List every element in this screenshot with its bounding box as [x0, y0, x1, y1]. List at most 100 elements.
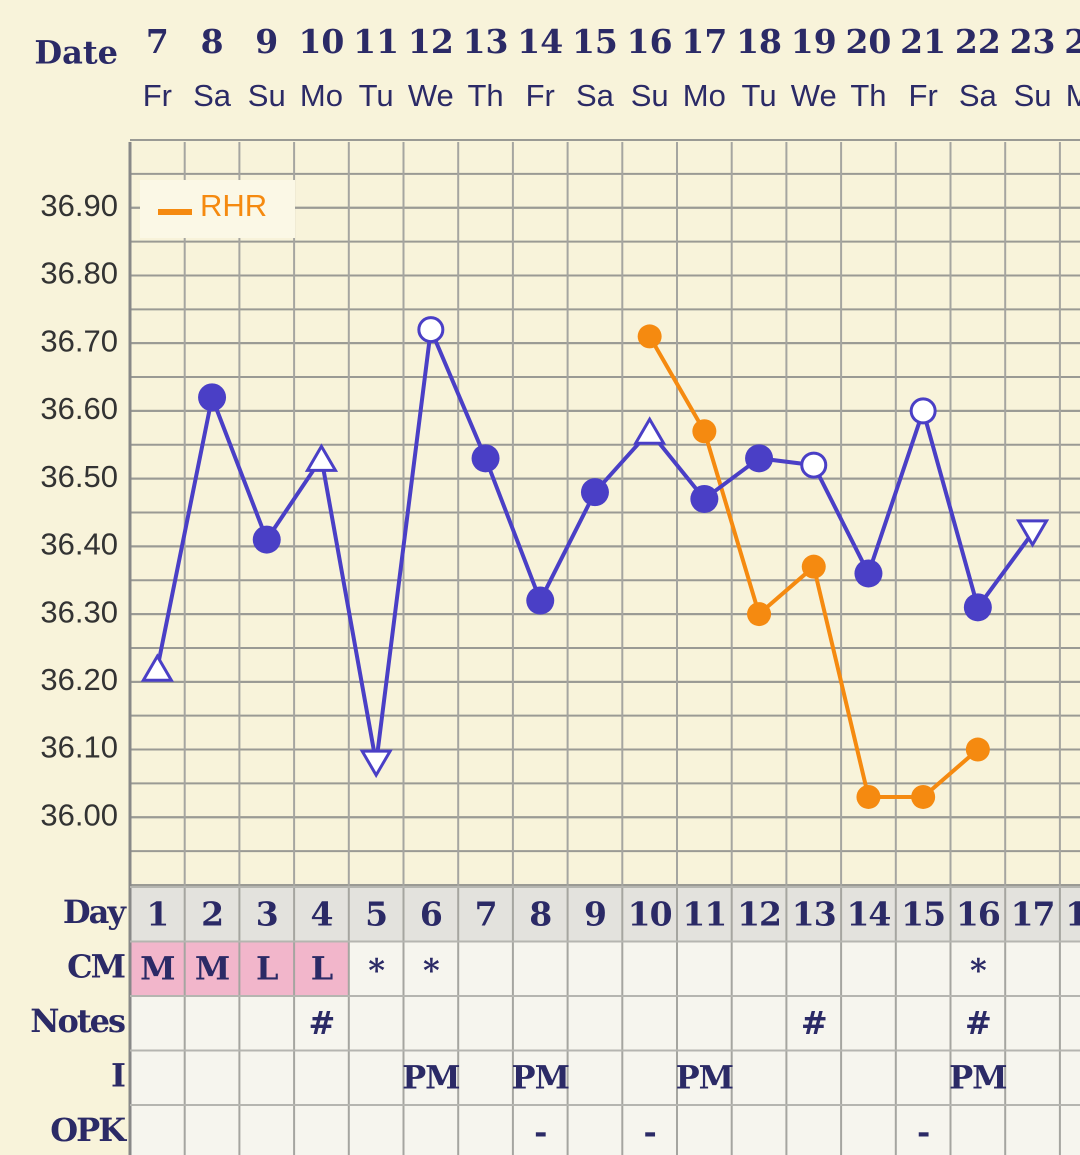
table-cell: #	[965, 1004, 991, 1042]
rhr-point	[911, 784, 936, 809]
weekday-label: Fr	[909, 78, 938, 113]
temp-point	[963, 593, 992, 622]
temp-point-triangle	[1015, 519, 1050, 548]
date-label: Date	[34, 34, 118, 72]
weekday-label: Mo	[1066, 78, 1080, 113]
table-cell: 10	[628, 894, 672, 933]
table-cell: *	[368, 951, 385, 989]
table-cell: *	[423, 951, 440, 989]
table-cell: #	[309, 1004, 335, 1042]
table-cell: 7	[475, 894, 497, 933]
date-label: 23	[1010, 22, 1056, 61]
rhr-point	[692, 419, 717, 444]
date-label: 13	[463, 22, 509, 61]
date-label: 15	[572, 22, 618, 61]
date-label: 17	[681, 22, 727, 61]
table-cell: 16	[956, 894, 1000, 933]
table-cell: 14	[846, 894, 890, 933]
date-label: 21	[900, 22, 946, 61]
y-tick-label: 36.30	[40, 594, 118, 629]
y-tick-label: 36.60	[40, 391, 118, 426]
rhr-point	[801, 554, 826, 579]
table-cell: 17	[1011, 894, 1055, 933]
temp-point	[745, 444, 774, 473]
weekday-label: Su	[1014, 78, 1052, 113]
row-label: OPK	[50, 1111, 127, 1149]
row-label: I	[111, 1056, 125, 1094]
table-cell: PM	[676, 1058, 733, 1096]
weekday-label: Fr	[143, 78, 172, 113]
rhr-point	[856, 784, 881, 809]
y-tick-label: 36.70	[40, 323, 118, 358]
row-label: CM	[67, 947, 124, 985]
table-cell: 2	[201, 894, 223, 933]
table-cell: 18	[1065, 894, 1080, 933]
y-tick-label: 36.10	[40, 730, 118, 765]
table-cell: L	[311, 949, 333, 987]
row-label: Notes	[30, 1002, 125, 1040]
table-cell: #	[801, 1004, 827, 1042]
date-label: 11	[353, 22, 399, 61]
table-cell: 3	[256, 894, 278, 933]
y-tick-label: 36.50	[40, 459, 118, 494]
temp-point-triangle	[633, 416, 667, 445]
temp-point-triangle	[304, 443, 339, 472]
date-label: 12	[408, 22, 454, 61]
table-cell: 8	[529, 894, 551, 933]
highlight-cell	[184, 941, 240, 996]
y-tick-label: 36.40	[40, 527, 118, 562]
weekday-label: Th	[850, 78, 886, 113]
table-cell: M	[140, 949, 174, 987]
date-label: 20	[845, 22, 891, 61]
rhr-point	[637, 324, 662, 349]
table-cell: 9	[584, 894, 606, 933]
y-tick-label: 36.20	[40, 662, 118, 697]
weekday-label: Sa	[959, 78, 998, 113]
rhr-point	[965, 737, 990, 762]
temp-point	[526, 586, 555, 615]
table-cell: -	[917, 1113, 929, 1151]
table-cell: 12	[737, 894, 781, 933]
table-cell: -	[644, 1113, 656, 1151]
highlight-cell	[239, 941, 295, 996]
weekday-label: Tu	[742, 78, 777, 113]
plot-background	[130, 142, 1080, 887]
highlight-cell	[294, 941, 349, 996]
table-cell: 6	[420, 894, 442, 933]
weekday-label: Sa	[576, 78, 615, 113]
weekday-label: Sa	[193, 78, 232, 113]
y-tick-label: 36.80	[40, 256, 118, 291]
temp-point-triangle	[140, 653, 174, 682]
weekday-label: Th	[467, 78, 503, 113]
temp-point	[471, 444, 500, 473]
table-cell: PM	[512, 1058, 569, 1096]
date-label: 9	[255, 22, 278, 61]
weekday-label: We	[791, 78, 837, 113]
temp-point-open	[417, 316, 445, 344]
row-label: Day	[63, 893, 127, 931]
temp-point-open	[800, 451, 828, 479]
table-cell: 1	[146, 894, 168, 933]
table-cell: *	[970, 951, 987, 989]
weekday-label: Su	[248, 78, 286, 113]
y-tick-label: 36.00	[40, 797, 118, 832]
temp-point	[854, 559, 883, 588]
weekday-label: Su	[631, 78, 669, 113]
date-label: 19	[791, 22, 837, 61]
date-label: 24	[1064, 22, 1080, 61]
temp-point	[198, 383, 227, 412]
table-cell: PM	[949, 1058, 1006, 1096]
weekday-label: Fr	[526, 78, 555, 113]
legend-label: RHR	[200, 188, 267, 223]
date-label: 22	[955, 22, 1001, 61]
date-label: 7	[146, 22, 169, 61]
date-label: 8	[201, 22, 224, 61]
table-cell: 15	[901, 894, 945, 933]
table-cell: 5	[365, 894, 387, 933]
weekday-label: Mo	[300, 78, 343, 113]
date-label: 10	[298, 22, 344, 61]
temp-point	[580, 478, 609, 507]
temp-point-triangle	[359, 749, 393, 779]
temp-point-open	[909, 397, 937, 425]
